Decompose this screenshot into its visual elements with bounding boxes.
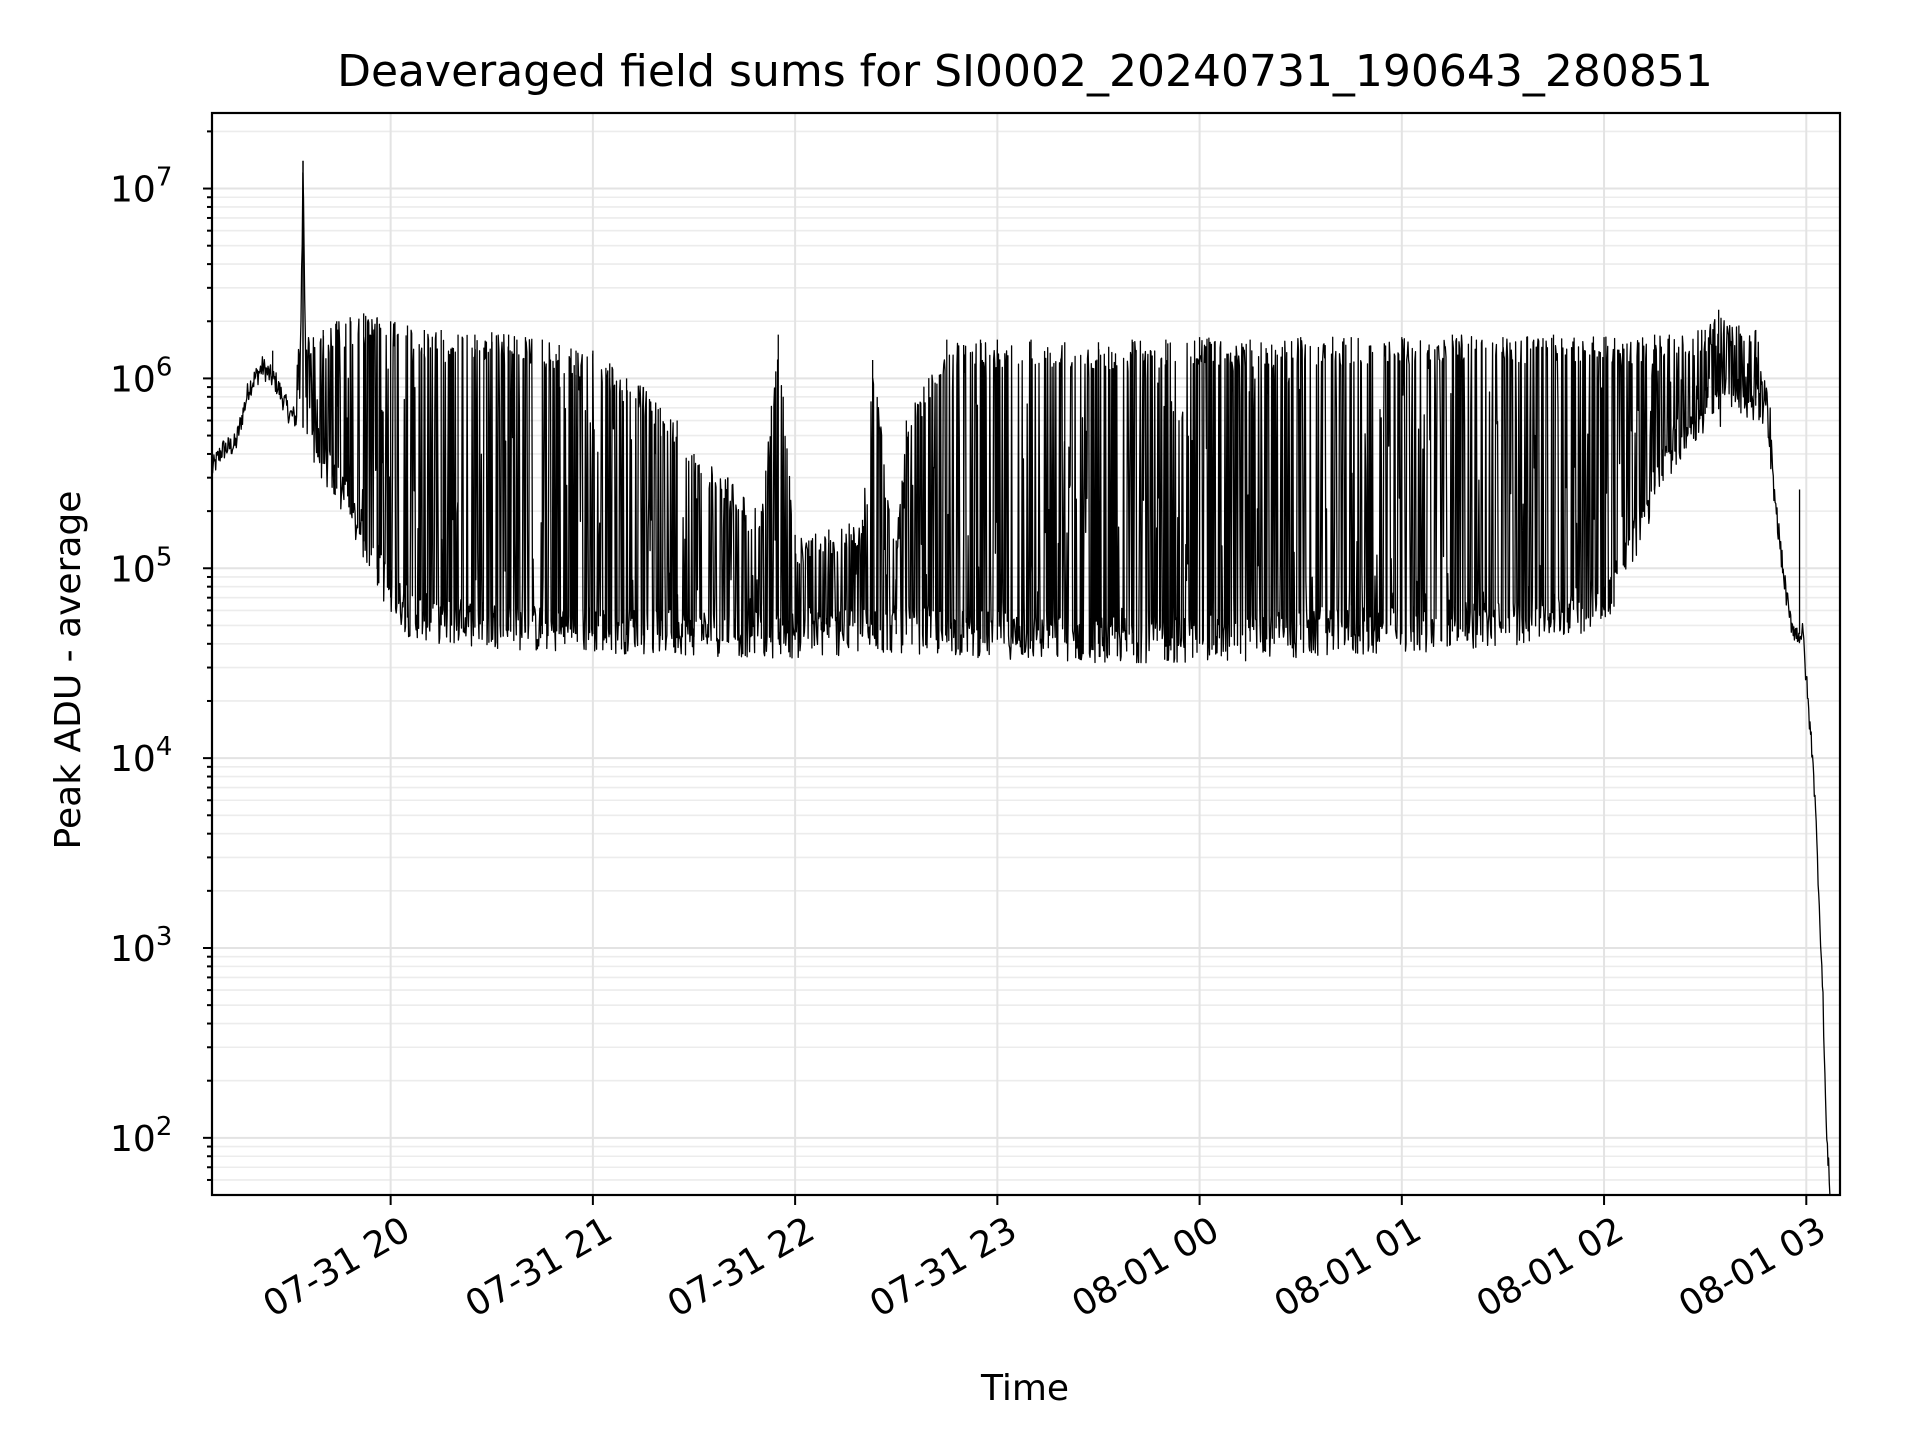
y-axis: 102 103 104 105 106 107 xyxy=(110,130,212,1181)
x-tick-label: 08-01 03 xyxy=(1672,1209,1833,1325)
grid xyxy=(212,113,1840,1195)
x-axis-label: Time xyxy=(980,1368,1069,1409)
y-tick-label: 106 xyxy=(110,352,172,400)
series-layer xyxy=(211,160,1831,1196)
x-tick-label: 07-31 21 xyxy=(459,1209,620,1325)
chart-title: Deaveraged field sums for SI0002_2024073… xyxy=(337,46,1713,97)
x-axis: 07-31 20 07-31 21 07-31 22 07-31 23 08-01 00… xyxy=(256,1195,1833,1326)
x-tick-label: 08-01 01 xyxy=(1268,1209,1429,1325)
plot-frame xyxy=(210,111,1842,1197)
x-tick-label: 07-31 23 xyxy=(863,1209,1024,1325)
x-tick-label: 08-01 00 xyxy=(1065,1209,1226,1325)
series-line xyxy=(211,172,1831,1196)
x-tick-label: 07-31 22 xyxy=(661,1209,822,1325)
y-tick-label: 103 xyxy=(110,922,172,970)
y-tick-label: 102 xyxy=(110,1112,172,1160)
y-tick-label: 107 xyxy=(110,163,172,211)
y-axis-label: Peak ADU - average xyxy=(48,491,89,850)
x-tick-label: 08-01 02 xyxy=(1470,1209,1631,1325)
x-tick-label: 07-31 20 xyxy=(256,1209,417,1325)
y-tick-label: 104 xyxy=(110,732,172,780)
y-tick-label: 105 xyxy=(110,542,172,590)
